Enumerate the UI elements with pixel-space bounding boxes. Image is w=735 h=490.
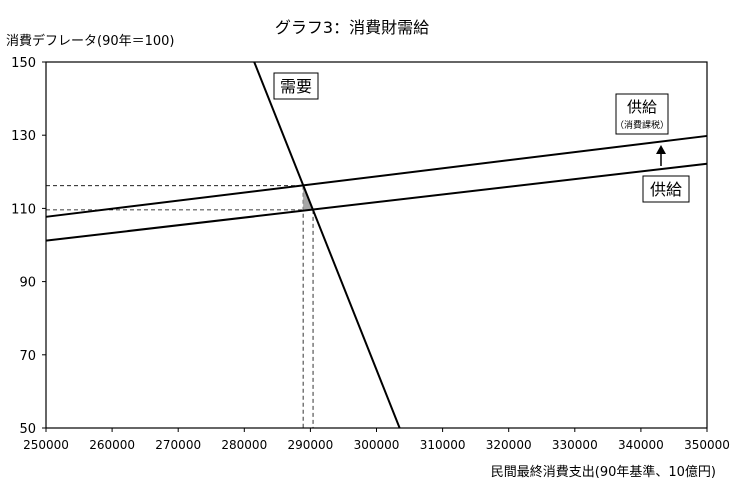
plot-area xyxy=(45,61,708,429)
series-line-1 xyxy=(45,162,708,242)
supply-taxed-label: 供給 xyxy=(627,98,657,116)
arrow-up-icon xyxy=(656,145,666,154)
demand-label-box: 需要 xyxy=(273,72,319,100)
x-axis-label: 民間最終消費支出(90年基準、10億円) xyxy=(491,464,716,480)
x-tick-label: 260000 xyxy=(89,438,135,452)
x-tick-label: 310000 xyxy=(420,438,466,452)
y-tick-label: 70 xyxy=(19,349,36,364)
x-tick-label: 300000 xyxy=(354,438,400,452)
guide-lines xyxy=(46,185,314,428)
y-tick-label: 150 xyxy=(11,56,36,71)
x-tick-label: 270000 xyxy=(155,438,201,452)
chart-title: グラフ3：消費財需給 xyxy=(275,18,429,37)
x-tick-label: 280000 xyxy=(221,438,267,452)
y-axis-label: 消費デフレータ(90年＝100) xyxy=(6,33,175,49)
x-tick-label: 250000 xyxy=(23,438,69,452)
y-tick-label: 110 xyxy=(11,202,36,217)
y-tick-label: 50 xyxy=(19,422,36,437)
supply-taxed-sublabel: （消費課税） xyxy=(615,119,669,131)
x-tick-label: 330000 xyxy=(552,438,598,452)
demand-label: 需要 xyxy=(280,77,312,96)
supply-label: 供給 xyxy=(650,180,682,199)
supply-taxed-label-box: 供給 （消費課税） xyxy=(615,93,669,135)
x-tick-label: 350000 xyxy=(684,438,730,452)
series-line-2 xyxy=(45,134,708,218)
x-ticks: 250000 260000 270000 280000 290000 300000 3100… xyxy=(23,428,730,452)
shift-arrow xyxy=(656,145,666,166)
y-tick-label: 90 xyxy=(19,276,36,291)
series-lines xyxy=(45,61,708,429)
supply-label-box: 供給 xyxy=(642,175,690,203)
y-tick-label: 130 xyxy=(11,129,36,144)
x-tick-label: 320000 xyxy=(486,438,532,452)
x-tick-label: 340000 xyxy=(618,438,664,452)
x-tick-label: 290000 xyxy=(287,438,333,452)
y-ticks: 50 70 90 110 130 150 xyxy=(11,56,46,437)
series-line-0 xyxy=(253,61,401,429)
